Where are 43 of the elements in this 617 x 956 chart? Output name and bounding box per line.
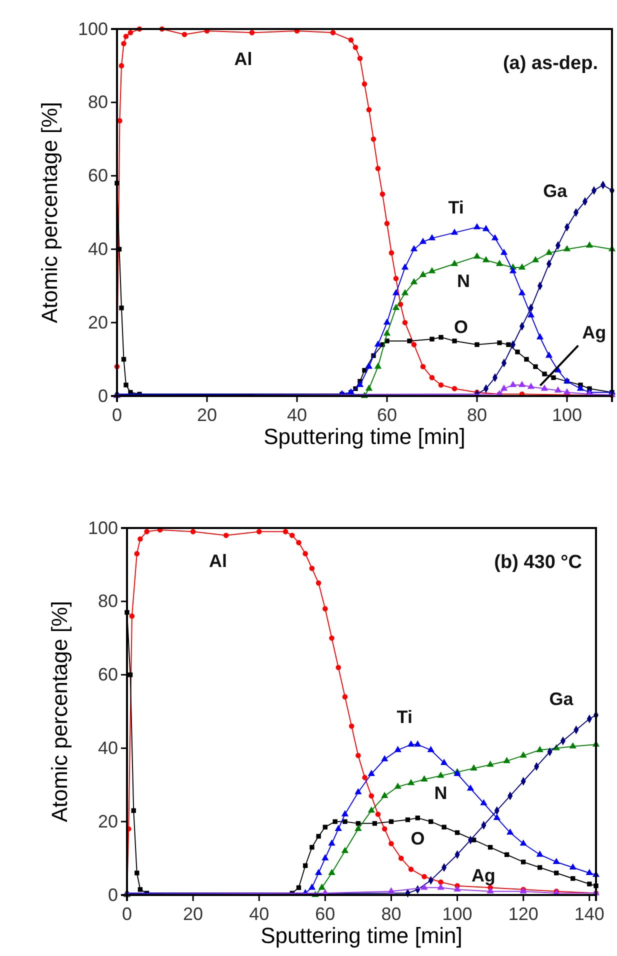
- x-tick-label: 100: [442, 904, 472, 924]
- x-tick-label: 140: [574, 904, 604, 924]
- x-tick-label: 20: [196, 405, 218, 426]
- text: (a) as-dep.: [502, 53, 598, 74]
- y-tick-label: 60: [98, 664, 118, 685]
- x-tick-label: 60: [376, 405, 398, 426]
- series-label: O: [454, 316, 468, 337]
- series-label: Ag: [471, 865, 496, 886]
- series-label: Ga: [543, 181, 568, 202]
- text: (b) 430 °C: [494, 552, 582, 573]
- y-axis-title: Atomic percentage [%]: [37, 102, 62, 324]
- series-label: Al: [234, 48, 252, 69]
- y-tick-label: 80: [98, 591, 118, 612]
- y-tick-label: 80: [88, 92, 108, 112]
- series-label: O: [410, 828, 425, 849]
- y-tick-label: 40: [98, 738, 118, 758]
- x-tick-label: 20: [183, 904, 204, 924]
- series-label: Ti: [396, 706, 412, 727]
- text: Ag: [582, 322, 606, 342]
- series-label: N: [457, 270, 470, 291]
- x-tick-label: 40: [286, 405, 308, 426]
- x-tick-label: 0: [122, 904, 132, 924]
- series-label: Ti: [448, 198, 464, 218]
- x-tick-label: 80: [466, 405, 488, 426]
- y-tick-label: 0: [108, 884, 118, 905]
- x-tick-label: 120: [508, 904, 538, 924]
- y-tick-label: 0: [98, 386, 108, 406]
- x-axis-title: Sputtering time [min]: [264, 424, 466, 449]
- y-tick-label: 20: [88, 312, 108, 332]
- series-label: Ga: [549, 689, 574, 710]
- x-tick-label: 80: [381, 904, 402, 924]
- series-label: Al: [208, 550, 227, 571]
- x-tick-label: 40: [249, 904, 270, 924]
- y-tick-label: 40: [88, 238, 108, 259]
- y-axis-title: Atomic percentage [%]: [47, 600, 72, 822]
- x-axis-title: Sputtering time [min]: [260, 923, 462, 948]
- y-tick-label: 100: [88, 518, 118, 538]
- y-tick-label: 100: [78, 18, 108, 39]
- series-label: N: [434, 782, 448, 803]
- x-tick-label: 60: [315, 904, 336, 924]
- y-tick-label: 20: [98, 811, 118, 832]
- x-tick-label: 100: [552, 405, 582, 426]
- y-tick-label: 60: [88, 166, 108, 186]
